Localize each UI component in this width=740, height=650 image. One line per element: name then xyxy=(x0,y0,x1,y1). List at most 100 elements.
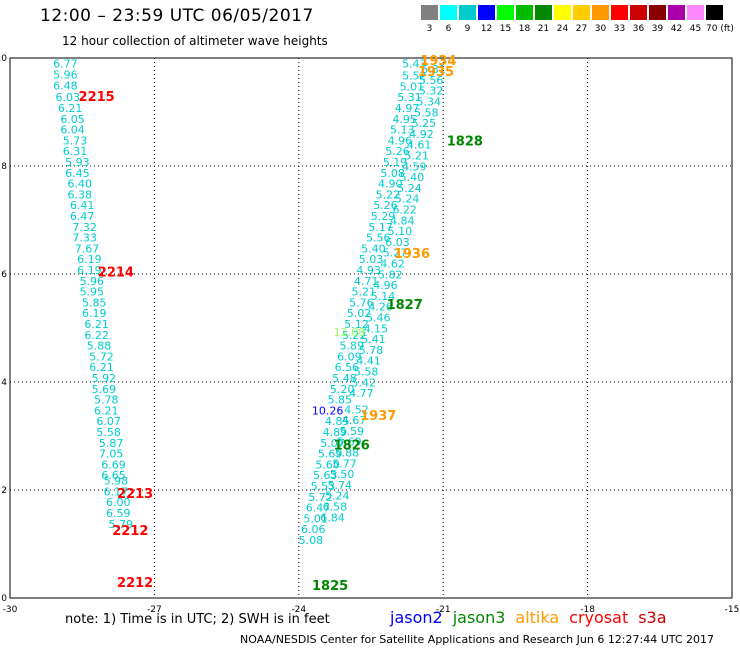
data-point-label: 5.78 xyxy=(359,344,384,357)
pass-time-label: 1936 xyxy=(394,247,430,262)
data-point-label: 6.84 xyxy=(320,511,345,524)
data-point-label: 5.08 xyxy=(299,534,324,547)
data-point-label: 5.21 xyxy=(352,286,377,299)
colorbar-label: 24 xyxy=(556,24,569,34)
colorbar-swatch xyxy=(668,5,685,20)
pass-time-label: 1934 xyxy=(420,54,456,69)
footer-credit: NOAA/NESDIS Center for Satellite Applica… xyxy=(240,633,715,646)
data-point-label: 5.08 xyxy=(380,167,405,180)
data-point-label: 4.52 xyxy=(344,403,369,416)
data-point-label: 6.47 xyxy=(306,502,331,515)
data-point-label: 4.62 xyxy=(380,258,405,271)
data-point-label: 5.60 xyxy=(315,458,340,471)
data-point-label: 5.24 xyxy=(395,193,420,206)
data-point-label: 5.48 xyxy=(332,372,357,385)
data-point-label: 5.53 xyxy=(311,480,336,493)
data-point-label: 6.69 xyxy=(101,458,126,471)
data-point-label: 7.33 xyxy=(72,232,97,245)
x-tick-label: -15 xyxy=(725,605,740,615)
data-point-label: 5.26 xyxy=(385,145,410,158)
data-point-label: 7.05 xyxy=(99,448,124,461)
colorbar-label: 3 xyxy=(426,24,433,34)
data-point-label: 5.13 xyxy=(390,124,415,137)
colorbar-swatch xyxy=(421,5,438,20)
data-point-label: 5.26 xyxy=(373,199,398,212)
data-point-label: 4.97 xyxy=(395,102,420,115)
colorbar-label: 21 xyxy=(537,24,550,34)
data-point-label: 5.89 xyxy=(339,340,364,353)
pass-time-label: 2213 xyxy=(117,487,153,502)
data-point-label: 5.56 xyxy=(419,74,444,87)
data-point-label: 5.34 xyxy=(417,96,442,109)
data-point-label: 6.06 xyxy=(301,523,326,536)
data-point-label: 6.07 xyxy=(96,415,121,428)
data-point-label: 5.69 xyxy=(92,383,117,396)
data-point-label: 6.05 xyxy=(60,113,85,126)
data-point-label: 5.20 xyxy=(330,383,355,396)
data-point-label: 6.77 xyxy=(53,58,78,71)
data-point-label: 5.46 xyxy=(366,312,391,325)
data-point-label: 4.85 xyxy=(325,415,350,428)
data-point-label: 5.85 xyxy=(82,296,107,309)
colorbar-label: 33 xyxy=(613,24,626,34)
colorbar-swatch xyxy=(611,5,628,20)
data-point-label: 4.84 xyxy=(390,214,415,227)
pass-time-label: 1935 xyxy=(418,65,454,80)
data-point-label: 5.24 xyxy=(397,182,422,195)
data-point-label: 5.12 xyxy=(344,318,369,331)
data-point-label: 5.41 xyxy=(361,333,386,346)
data-point-label: 6.09 xyxy=(337,350,362,363)
data-point-label: 5.01 xyxy=(303,512,328,525)
satellite-legend-item: jason2 xyxy=(390,608,443,627)
data-point-label: 5.58 xyxy=(414,106,439,119)
plot-frame xyxy=(9,57,733,599)
data-point-label: 5.19 xyxy=(383,156,408,169)
data-point-label: 5.03 xyxy=(359,253,384,266)
data-point-label: 5.69 xyxy=(337,436,362,449)
data-point-label: 4.96 xyxy=(388,134,413,147)
data-point-label: 5.88 xyxy=(335,447,360,460)
data-point-label: 6.59 xyxy=(106,507,131,520)
satellite-legend-item: altika xyxy=(515,608,560,627)
x-tick-label: -27 xyxy=(147,605,162,615)
y-tick-label: 0 xyxy=(1,594,7,604)
data-point-label: 6.19 xyxy=(77,253,102,266)
data-point-label: 5.78 xyxy=(94,394,119,407)
data-point-label: 4.95 xyxy=(392,113,417,126)
colorbar-label: 12 xyxy=(480,24,493,34)
data-point-label: 5.07 xyxy=(320,437,345,450)
data-point-label: 5.73 xyxy=(63,134,88,147)
data-point-label: 6.41 xyxy=(70,199,95,212)
satellite-legend-item: cryosat xyxy=(569,608,629,627)
data-point-label: 5.01 xyxy=(400,80,425,93)
y-tick-label: 10 xyxy=(0,54,7,64)
data-point-label: 5.56 xyxy=(366,232,391,245)
data-point-label: 6.19 xyxy=(82,307,107,320)
colorbar-label: 6 xyxy=(445,24,452,34)
data-point-label: 5.32 xyxy=(419,85,444,98)
data-point-label: 7.32 xyxy=(72,221,97,234)
data-point-label: 6.21 xyxy=(89,361,114,374)
data-point-label: 5.87 xyxy=(99,437,124,450)
colorbar-swatch xyxy=(459,5,476,20)
pass-time-label: 1825 xyxy=(312,579,348,594)
chart-subtitle: 12 hour collection of altimeter wave hei… xyxy=(62,34,328,48)
data-point-label: 4.93 xyxy=(356,264,381,277)
data-point-label: 6.22 xyxy=(392,204,417,217)
data-point-label: 5.10 xyxy=(388,225,413,238)
data-point-label: 5.93 xyxy=(65,156,90,169)
data-point-label: 5.76 xyxy=(349,296,374,309)
units-note: note: 1) Time is in UTC; 2) SWH is in fe… xyxy=(65,612,330,627)
data-point-label: 6.00 xyxy=(106,496,131,509)
satellite-legend-item: s3a xyxy=(638,608,667,627)
data-point-label: 5.17 xyxy=(368,221,393,234)
colorbar-label: 18 xyxy=(518,24,531,34)
data-point-label: 7.67 xyxy=(75,242,100,255)
data-point-label: 6.38 xyxy=(68,188,93,201)
data-point-label: 5.31 xyxy=(397,91,422,104)
x-tick-label: -30 xyxy=(3,605,18,615)
y-tick-label: 6 xyxy=(1,270,7,280)
data-point-label: 5.21 xyxy=(404,150,429,163)
pass-time-label: 2214 xyxy=(98,266,134,281)
